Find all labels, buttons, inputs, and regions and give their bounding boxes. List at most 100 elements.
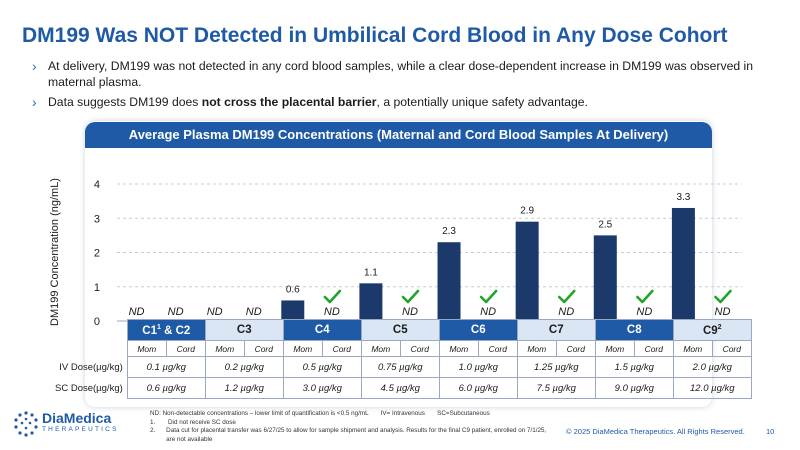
footnote-iv: IV= Intravenous — [380, 410, 425, 417]
nd-label: ND — [480, 306, 496, 318]
cohort-name: C9 — [702, 324, 718, 337]
footnote-number: 1. — [150, 418, 156, 426]
subcategory-label: Cord — [477, 340, 518, 357]
dose-cell: 9.0 µg/kg — [594, 377, 674, 399]
subcategory-label: Mom — [204, 340, 245, 357]
check-icon — [401, 289, 420, 304]
cohort-header: C7 — [516, 319, 596, 341]
subcategory-label: Mom — [360, 340, 401, 357]
dose-cell: 0.1 µg/kg — [126, 356, 206, 378]
subcategory-label: Cord — [711, 340, 752, 357]
subcategory-label: Cord — [555, 340, 596, 357]
subcategory-label: Mom — [282, 340, 323, 357]
data-label: 1.1 — [364, 267, 378, 278]
y-tick-label: 0 — [94, 316, 100, 328]
dose-cell: 7.5 µg/kg — [516, 377, 596, 399]
y-tick-label: 2 — [94, 248, 100, 260]
nd-label: ND — [324, 306, 340, 318]
cohort-footnote-ref: 2 — [717, 323, 722, 331]
cohort-name: C5 — [392, 324, 408, 336]
cohort-header: C92 — [672, 319, 752, 341]
cohort-suffix: & C2 — [160, 324, 191, 337]
bullet-item: › At delivery, DM199 was not detected in… — [32, 58, 778, 90]
bullet-text-bold: not cross the placental barrier — [201, 95, 377, 109]
dose-cell: 12.0 µg/kg — [672, 377, 752, 399]
page-number: 10 — [766, 427, 775, 436]
subcategory-label: Mom — [126, 340, 167, 357]
nd-label: ND — [168, 306, 184, 318]
nd-label: ND — [558, 306, 574, 318]
bullet-list: › At delivery, DM199 was not detected in… — [32, 58, 778, 114]
y-tick-label: 4 — [94, 179, 100, 191]
nd-label: ND — [636, 306, 652, 318]
bar-mom — [359, 283, 383, 321]
footnote-text: Data cut for placental transfer was 6/27… — [166, 427, 547, 443]
data-label: 0.6 — [286, 284, 300, 295]
table-corner — [55, 320, 127, 341]
cohort-name: C7 — [548, 324, 564, 336]
dose-cell: 0.2 µg/kg — [204, 356, 284, 378]
page-title: DM199 Was NOT Detected in Umbilical Cord… — [22, 24, 728, 47]
dose-cell: 4.5 µg/kg — [360, 377, 440, 399]
dose-cell: 3.0 µg/kg — [282, 377, 362, 399]
y-tick-label: 1 — [94, 282, 100, 294]
dose-row-label: SC Dose(µg/kg) — [55, 382, 123, 394]
cohort-header: C5 — [360, 319, 440, 341]
cohort-name: C3 — [236, 324, 252, 336]
cohort-name: C4 — [314, 324, 330, 336]
bar-mom — [671, 207, 695, 321]
footnote-1: 1. Did not receive SC dose — [150, 419, 550, 428]
subcategory-label: Mom — [516, 340, 557, 357]
cohort-footnote-ref: 1 — [156, 323, 161, 331]
logo-subtitle: THERAPEUTICS — [42, 426, 119, 433]
chevron-right-icon: › — [32, 58, 37, 74]
bar-mom — [437, 242, 461, 321]
data-label: 3.3 — [676, 192, 690, 203]
bullet-text: At delivery, DM199 was not detected in a… — [48, 59, 754, 89]
check-icon — [714, 289, 732, 304]
footnote-number: 2. — [150, 427, 156, 434]
logo-name: DiaMedica — [42, 410, 112, 426]
footnotes: ND: Non-detectable concentrations – lowe… — [150, 410, 550, 444]
cohort-header: C3 — [204, 319, 284, 341]
data-label: 2.3 — [442, 226, 456, 237]
dose-cell: 1.0 µg/kg — [438, 356, 518, 378]
cohort-header: C11 & C2 — [126, 319, 206, 341]
bar-mom — [281, 300, 305, 321]
subcategory-label: Cord — [633, 340, 674, 357]
dose-cell: 6.0 µg/kg — [438, 377, 518, 399]
cohort-header: C4 — [282, 319, 362, 341]
check-icon — [479, 289, 498, 304]
copyright: © 2025 DiaMedica Therapeutics. All Right… — [566, 427, 745, 436]
bar-mom — [515, 221, 539, 321]
dose-cell: 0.5 µg/kg — [282, 356, 362, 378]
nd-label: ND — [715, 306, 731, 318]
check-icon — [636, 289, 654, 304]
cohort-name: C8 — [626, 324, 642, 336]
nd-label: ND — [207, 306, 223, 318]
check-icon — [323, 289, 342, 304]
subcategory-label: Cord — [243, 340, 284, 357]
bullet-item: › Data suggests DM199 does not cross the… — [32, 94, 778, 110]
cohort-name: C1 — [142, 324, 157, 337]
data-label: 2.9 — [520, 206, 534, 217]
dose-table: C11 & C2 C3 C4 C5 C6 C7 C8 C92 Mom Cord Mom Cord Mo… — [55, 319, 752, 399]
footnote-definitions: ND: Non-detectable concentrations – lowe… — [150, 410, 550, 419]
footnote-sc: SC=Subcutaneous — [437, 410, 490, 417]
dose-cell: 2.0 µg/kg — [672, 356, 752, 378]
bullet-text-pre: Data suggests DM199 does — [48, 95, 202, 109]
cohort-name: C6 — [470, 324, 486, 336]
cohort-header: C6 — [438, 319, 518, 341]
y-tick-label: 3 — [94, 213, 100, 225]
y-axis-label: DM199 Concentration (ng/mL) — [49, 178, 61, 326]
chevron-right-icon: › — [32, 94, 37, 110]
cohort-header: C8 — [594, 319, 674, 341]
dose-row-label: IV Dose(µg/kg) — [59, 361, 123, 373]
chart-panel-title: Average Plasma DM199 Concentrations (Mat… — [85, 122, 712, 148]
nd-label: ND — [246, 306, 262, 318]
nd-label: ND — [129, 306, 145, 318]
subcategory-label: Cord — [321, 340, 362, 357]
dose-cell: 1.25 µg/kg — [516, 356, 596, 378]
nd-label: ND — [402, 306, 418, 318]
subcategory-label: Cord — [399, 340, 440, 357]
